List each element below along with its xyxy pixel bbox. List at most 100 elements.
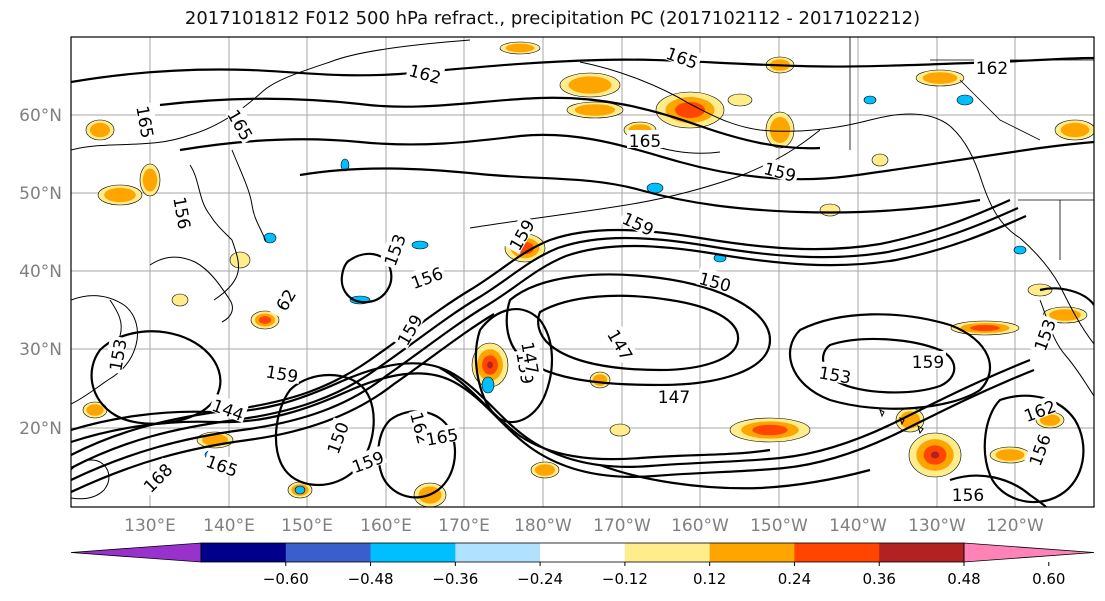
precip-patch <box>727 93 753 107</box>
longitude-label: 170°E <box>438 516 490 536</box>
longitude-labels: 130°E 140°E 150°E 160°E 170°E 180°W 170°W 160°W… <box>124 516 1044 536</box>
precip-patch <box>592 374 608 386</box>
contour-label: 165 <box>629 132 661 152</box>
contour-label-bg <box>208 393 249 423</box>
precip-patch <box>1039 414 1061 426</box>
colorbar-tick-label: 0.24 <box>778 570 811 588</box>
contour-label-bg <box>604 323 639 365</box>
precip-patch <box>970 324 1000 332</box>
precip-patch <box>922 72 958 84</box>
negative-precip-patch <box>956 94 974 106</box>
contour-label-bg <box>263 360 302 385</box>
map-frame <box>70 36 1095 508</box>
contour-label-bg <box>134 102 159 141</box>
precip-patch <box>568 76 612 94</box>
precip-patch <box>142 168 158 192</box>
longitude-label: 140°E <box>203 516 255 536</box>
precip-patch <box>995 449 1025 461</box>
precip-patch <box>769 117 791 143</box>
colorbar-tick-label: 0.36 <box>863 570 896 588</box>
longitude-label: 130°E <box>124 516 176 536</box>
contour-label-bg <box>1019 394 1060 424</box>
longitude-label: 140°W <box>829 516 887 536</box>
longitude-label: 120°W <box>986 516 1044 536</box>
precip-patch <box>819 203 841 217</box>
colorbar-segment <box>285 543 372 562</box>
precip-patch <box>871 153 889 167</box>
contour-label-bg <box>1023 429 1053 470</box>
precip-patch <box>930 451 940 459</box>
colorbar-tick-label: −0.60 <box>263 570 309 588</box>
negative-precip-patch <box>340 158 350 172</box>
contour-label-bg <box>347 445 388 475</box>
contour-label: 156 <box>952 486 984 506</box>
contour-label-bg <box>816 361 855 386</box>
contour-label-bg <box>519 338 544 377</box>
latitude-label: 50°N <box>19 184 62 204</box>
precip-patch <box>89 122 111 138</box>
precip-patch <box>258 316 272 324</box>
colorbar-segment <box>709 543 795 562</box>
latitude-label: 60°N <box>19 106 62 126</box>
colorbar-tick-label: 0.48 <box>947 570 980 588</box>
precip-patch <box>1049 309 1081 321</box>
contour-label-bg <box>202 449 243 479</box>
contour-label-bg <box>618 206 659 238</box>
contour-label-bg <box>503 213 538 255</box>
latitude-label: 40°N <box>19 262 62 282</box>
contour-label-bg <box>406 261 447 291</box>
precip-patch <box>171 293 189 307</box>
precipitation-shading <box>82 41 1094 507</box>
political-boundaries <box>849 37 1094 260</box>
longitude-label: 180°W <box>514 516 572 536</box>
contour-label: 162 <box>976 59 1008 79</box>
precip-patch <box>675 102 705 118</box>
contour-label-bg <box>1028 314 1058 355</box>
latitude-labels: 60°N 50°N 40°N 30°N 20°N <box>19 106 62 439</box>
precip-patch <box>86 404 104 416</box>
negative-precip-patch <box>481 376 495 394</box>
longitude-label: 150°E <box>281 516 333 536</box>
contour-label-bg <box>171 193 196 232</box>
colorbar-segment <box>370 543 456 562</box>
colorbar-tick-label: −0.36 <box>432 570 478 588</box>
colorbar-tick-label: 0.12 <box>693 570 726 588</box>
longitude-label: 170°W <box>593 516 651 536</box>
contour-label-bg <box>662 41 703 71</box>
longitude-label: 150°W <box>750 516 808 536</box>
colorbar-extend-high <box>963 542 1095 563</box>
contour-label-bg <box>321 417 351 458</box>
longitude-label: 130°W <box>908 516 966 536</box>
contour-label: 147 <box>658 388 690 408</box>
precip-patch <box>487 361 493 369</box>
contour-label-bg <box>224 103 259 145</box>
contour-label-bg <box>910 351 946 369</box>
colorbar-segment <box>455 543 541 562</box>
colorbar-segment <box>201 543 287 562</box>
contour-label-bg <box>656 386 692 404</box>
precip-patch <box>505 43 535 53</box>
contour-label-bg <box>974 57 1010 75</box>
contour-label-bg <box>104 335 129 374</box>
negative-precip-patch <box>1013 245 1027 255</box>
longitude-label: 160°W <box>671 516 729 536</box>
contour-label-bg <box>695 266 736 294</box>
colorbar-tick-label: −0.24 <box>517 570 563 588</box>
negative-precip-patch <box>294 485 306 495</box>
contour-label-bg <box>391 308 426 350</box>
precip-patch <box>574 104 616 116</box>
colorbar: −0.60 −0.48 −0.36 −0.24 −0.12 0.12 0.24 0.36 0.4… <box>70 542 1095 588</box>
contour-label-bg <box>267 278 302 320</box>
precip-patch <box>229 251 251 269</box>
colorbar-tick-label: 0.60 <box>1032 570 1065 588</box>
precip-patch <box>534 464 556 476</box>
contour-label-bg <box>137 457 176 496</box>
colorbar-segment <box>879 543 965 562</box>
precip-patch <box>752 424 788 436</box>
colorbar-tick-label: −0.12 <box>602 570 648 588</box>
colorbar-segment <box>624 543 711 562</box>
colorbar-outline <box>200 542 965 563</box>
precip-patch <box>104 187 136 203</box>
